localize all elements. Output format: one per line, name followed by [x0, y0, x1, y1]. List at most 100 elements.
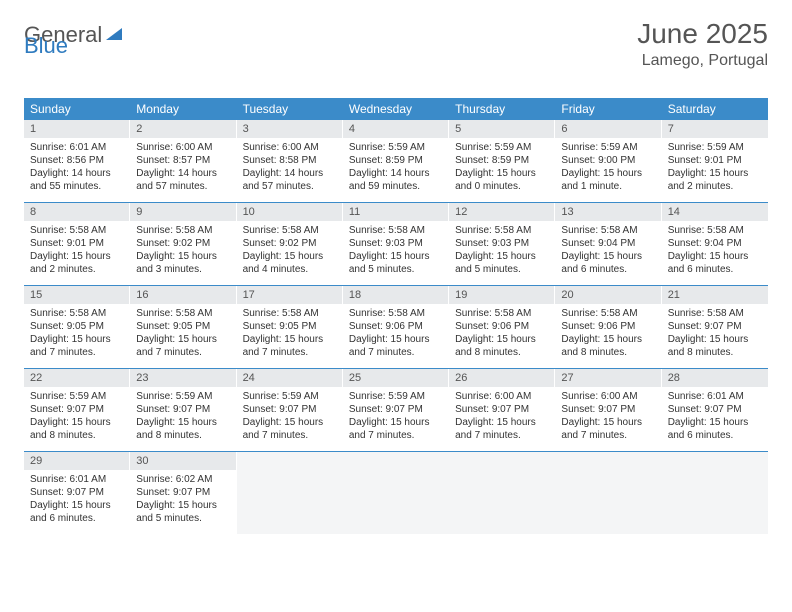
sunrise-text: Sunrise: 5:58 AM [30, 307, 124, 320]
daylight-line2: and 5 minutes. [455, 263, 549, 276]
sunrise-text: Sunrise: 5:58 AM [561, 307, 655, 320]
weekday-header: Friday [555, 98, 661, 120]
week-row: 8Sunrise: 5:58 AMSunset: 9:01 PMDaylight… [24, 203, 768, 286]
daylight-line2: and 7 minutes. [243, 429, 337, 442]
day-cell: 8Sunrise: 5:58 AMSunset: 9:01 PMDaylight… [24, 203, 130, 285]
sunrise-text: Sunrise: 5:59 AM [668, 141, 762, 154]
daylight-line1: Daylight: 15 hours [561, 167, 655, 180]
day-body: Sunrise: 5:59 AMSunset: 8:59 PMDaylight:… [343, 138, 449, 199]
daylight-line2: and 6 minutes. [561, 263, 655, 276]
sunrise-text: Sunrise: 5:58 AM [243, 307, 337, 320]
sunset-text: Sunset: 9:01 PM [668, 154, 762, 167]
day-body: Sunrise: 5:58 AMSunset: 9:02 PMDaylight:… [237, 221, 343, 282]
daylight-line2: and 8 minutes. [136, 429, 230, 442]
sunrise-text: Sunrise: 5:58 AM [455, 224, 549, 237]
day-cell: 26Sunrise: 6:00 AMSunset: 9:07 PMDayligh… [449, 369, 555, 451]
day-body: Sunrise: 6:01 AMSunset: 9:07 PMDaylight:… [24, 470, 130, 531]
sunset-text: Sunset: 9:07 PM [349, 403, 443, 416]
sunset-text: Sunset: 9:07 PM [668, 320, 762, 333]
week-row: 29Sunrise: 6:01 AMSunset: 9:07 PMDayligh… [24, 452, 768, 534]
sunrise-text: Sunrise: 6:00 AM [561, 390, 655, 403]
day-cell: 25Sunrise: 5:59 AMSunset: 9:07 PMDayligh… [343, 369, 449, 451]
empty-day-cell [449, 452, 555, 534]
daylight-line1: Daylight: 15 hours [455, 167, 549, 180]
sunset-text: Sunset: 9:02 PM [136, 237, 230, 250]
sunrise-text: Sunrise: 6:00 AM [136, 141, 230, 154]
daylight-line2: and 1 minute. [561, 180, 655, 193]
sunrise-text: Sunrise: 5:59 AM [455, 141, 549, 154]
day-number: 16 [130, 286, 236, 304]
title-block: June 2025 Lamego, Portugal [637, 18, 768, 70]
sunrise-text: Sunrise: 5:59 AM [561, 141, 655, 154]
day-body: Sunrise: 5:59 AMSunset: 9:01 PMDaylight:… [662, 138, 768, 199]
sunset-text: Sunset: 9:07 PM [30, 403, 124, 416]
sunrise-text: Sunrise: 5:59 AM [243, 390, 337, 403]
sunrise-text: Sunrise: 6:01 AM [30, 141, 124, 154]
sunset-text: Sunset: 9:03 PM [455, 237, 549, 250]
sunset-text: Sunset: 9:02 PM [243, 237, 337, 250]
sunset-text: Sunset: 9:05 PM [243, 320, 337, 333]
day-body: Sunrise: 5:58 AMSunset: 9:04 PMDaylight:… [555, 221, 661, 282]
daylight-line2: and 7 minutes. [561, 429, 655, 442]
day-number: 23 [130, 369, 236, 387]
day-cell: 2Sunrise: 6:00 AMSunset: 8:57 PMDaylight… [130, 120, 236, 202]
sunset-text: Sunset: 9:01 PM [30, 237, 124, 250]
weekday-header: Tuesday [237, 98, 343, 120]
daylight-line2: and 57 minutes. [243, 180, 337, 193]
daylight-line1: Daylight: 15 hours [455, 250, 549, 263]
daylight-line1: Daylight: 15 hours [136, 250, 230, 263]
day-body: Sunrise: 5:58 AMSunset: 9:01 PMDaylight:… [24, 221, 130, 282]
calendar: SundayMondayTuesdayWednesdayThursdayFrid… [24, 98, 768, 534]
sunset-text: Sunset: 9:07 PM [668, 403, 762, 416]
sunrise-text: Sunrise: 6:01 AM [668, 390, 762, 403]
daylight-line1: Daylight: 15 hours [30, 499, 124, 512]
daylight-line1: Daylight: 14 hours [243, 167, 337, 180]
daylight-line2: and 2 minutes. [668, 180, 762, 193]
daylight-line1: Daylight: 15 hours [349, 416, 443, 429]
sunset-text: Sunset: 9:07 PM [561, 403, 655, 416]
daylight-line1: Daylight: 15 hours [561, 333, 655, 346]
sunset-text: Sunset: 9:07 PM [243, 403, 337, 416]
day-cell: 6Sunrise: 5:59 AMSunset: 9:00 PMDaylight… [555, 120, 661, 202]
daylight-line2: and 4 minutes. [243, 263, 337, 276]
week-row: 1Sunrise: 6:01 AMSunset: 8:56 PMDaylight… [24, 120, 768, 203]
sunrise-text: Sunrise: 5:58 AM [455, 307, 549, 320]
day-body: Sunrise: 6:00 AMSunset: 8:57 PMDaylight:… [130, 138, 236, 199]
daylight-line1: Daylight: 15 hours [668, 333, 762, 346]
weekday-header: Sunday [24, 98, 130, 120]
sunrise-text: Sunrise: 5:58 AM [668, 307, 762, 320]
day-number: 26 [449, 369, 555, 387]
day-body: Sunrise: 5:58 AMSunset: 9:06 PMDaylight:… [555, 304, 661, 365]
day-cell: 20Sunrise: 5:58 AMSunset: 9:06 PMDayligh… [555, 286, 661, 368]
day-number: 2 [130, 120, 236, 138]
day-number: 7 [662, 120, 768, 138]
daylight-line1: Daylight: 15 hours [668, 250, 762, 263]
daylight-line2: and 8 minutes. [455, 346, 549, 359]
day-number: 5 [449, 120, 555, 138]
sunset-text: Sunset: 9:07 PM [455, 403, 549, 416]
day-cell: 24Sunrise: 5:59 AMSunset: 9:07 PMDayligh… [237, 369, 343, 451]
day-number: 4 [343, 120, 449, 138]
empty-day-cell [343, 452, 449, 534]
day-body: Sunrise: 5:58 AMSunset: 9:05 PMDaylight:… [130, 304, 236, 365]
day-cell: 1Sunrise: 6:01 AMSunset: 8:56 PMDaylight… [24, 120, 130, 202]
sunrise-text: Sunrise: 5:58 AM [243, 224, 337, 237]
logo-sail-icon [104, 22, 124, 48]
day-cell: 23Sunrise: 5:59 AMSunset: 9:07 PMDayligh… [130, 369, 236, 451]
day-number: 13 [555, 203, 661, 221]
day-number: 1 [24, 120, 130, 138]
day-number: 17 [237, 286, 343, 304]
sunset-text: Sunset: 9:07 PM [30, 486, 124, 499]
day-cell: 22Sunrise: 5:59 AMSunset: 9:07 PMDayligh… [24, 369, 130, 451]
day-number: 28 [662, 369, 768, 387]
day-number: 11 [343, 203, 449, 221]
daylight-line2: and 8 minutes. [668, 346, 762, 359]
day-cell: 9Sunrise: 5:58 AMSunset: 9:02 PMDaylight… [130, 203, 236, 285]
sunrise-text: Sunrise: 5:58 AM [136, 224, 230, 237]
daylight-line2: and 8 minutes. [561, 346, 655, 359]
sunset-text: Sunset: 9:07 PM [136, 403, 230, 416]
day-cell: 14Sunrise: 5:58 AMSunset: 9:04 PMDayligh… [662, 203, 768, 285]
sunrise-text: Sunrise: 5:59 AM [349, 390, 443, 403]
daylight-line1: Daylight: 15 hours [30, 333, 124, 346]
month-title: June 2025 [637, 18, 768, 50]
